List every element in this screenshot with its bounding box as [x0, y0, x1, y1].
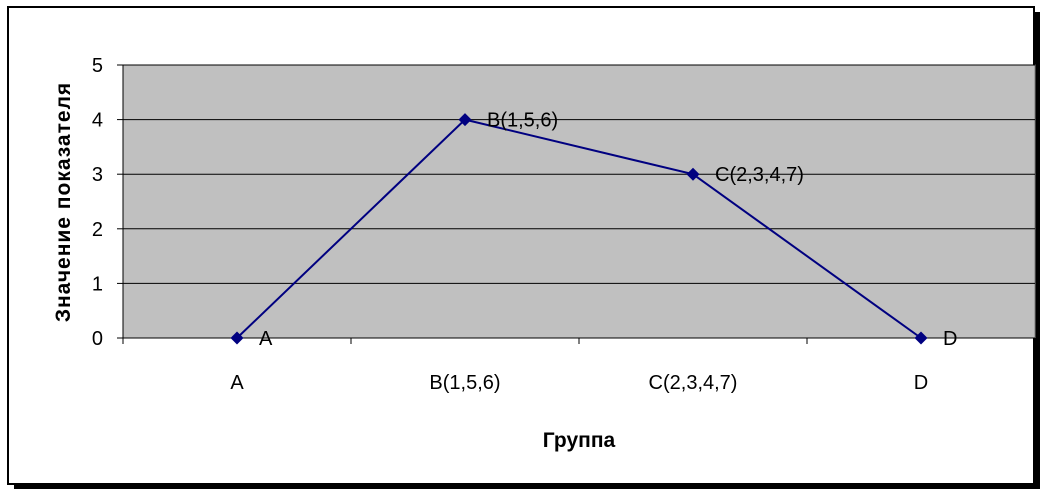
y-tick-label-4: 4 [92, 110, 103, 132]
y-axis: 0 1 2 3 4 5 [92, 55, 124, 350]
gridlines [123, 64, 1035, 284]
x-axis: A B(1,5,6) C(2,3,4,7) D [122, 337, 1036, 394]
data-label-2: C(2,3,4,7) [715, 164, 804, 186]
data-point-2 [686, 167, 700, 181]
data-label-1: B(1,5,6) [487, 110, 558, 132]
plot-area [122, 64, 1036, 339]
y-axis-title: Значение показателя [52, 82, 75, 322]
data-label-0: A [259, 328, 273, 350]
series-line-0 [236, 118, 922, 339]
x-tick-label-2: C(2,3,4,7) [649, 372, 738, 394]
y-tick-label-5: 5 [92, 55, 103, 77]
data-point-3 [914, 331, 928, 345]
y-tick-label-1: 1 [92, 273, 103, 295]
data-point-0 [230, 331, 244, 345]
y-tick-label-3: 3 [92, 164, 103, 186]
x-tick-label-0: A [230, 372, 244, 394]
data-label-3: D [943, 328, 957, 350]
x-tick-label-3: D [914, 372, 928, 394]
x-tick-label-1: B(1,5,6) [429, 372, 500, 394]
x-axis-title: Группа [543, 429, 616, 452]
y-tick-label-0: 0 [92, 328, 103, 350]
y-tick-label-2: 2 [92, 219, 103, 241]
data-point-1 [458, 113, 472, 127]
point-labels: A B(1,5,6) C(2,3,4,7) D [259, 110, 957, 350]
series-group [230, 113, 928, 345]
